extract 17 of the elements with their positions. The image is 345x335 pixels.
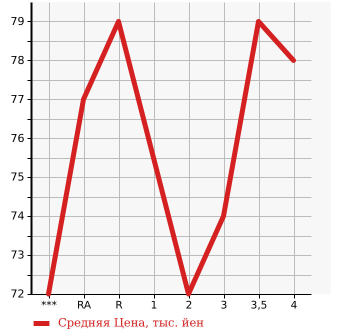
legend-label: Средняя Цена, тыс. йен [58,316,204,330]
y-tick-label: 75 [10,170,24,184]
x-tick-label: R [115,300,123,312]
y-tick-label: 72 [10,288,24,300]
y-tick-label: 76 [10,132,24,145]
y-tick-label: 73 [10,248,24,262]
x-tick-label: 3,5 [250,300,268,312]
x-tick-label: 3 [220,300,228,312]
x-tick-label: 1 [150,300,158,312]
x-tick-label: *** [41,300,57,312]
y-tick-label: 79 [10,14,24,28]
y-tick-label: 77 [10,92,24,106]
x-tick-label: RA [76,300,92,312]
x-tick-label: 2 [186,300,192,312]
y-tick-label: 74 [10,210,24,223]
x-tick-label: 4 [290,300,298,312]
y-tick-label: 78 [10,54,24,67]
